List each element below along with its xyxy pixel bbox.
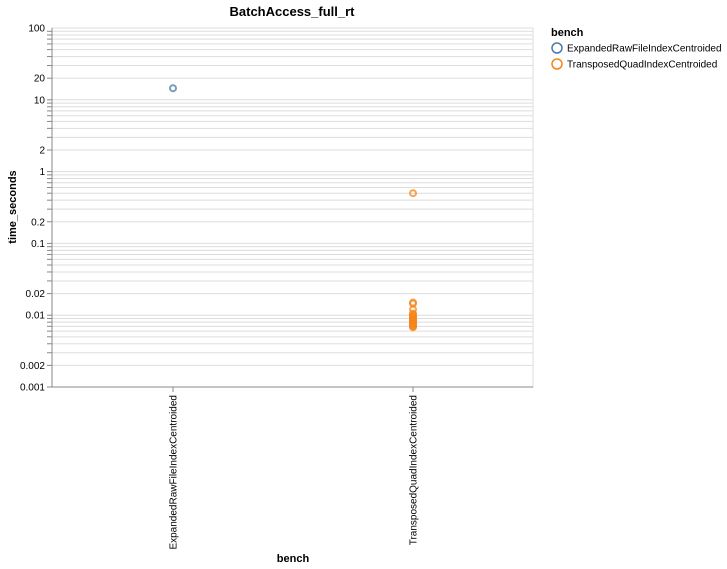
legend-symbol xyxy=(551,42,563,54)
y-tick-label: 0.01 xyxy=(26,311,46,322)
y-tick-label: 10 xyxy=(34,95,46,106)
y-tick-label: 100 xyxy=(28,24,45,35)
data-point xyxy=(409,189,417,198)
x-axis: ExpandedRawFileIndexCentroided Transposed… xyxy=(52,386,533,550)
chart-title: BatchAccess_full_rt xyxy=(230,4,356,19)
legend-symbol xyxy=(551,58,563,70)
plot-frame xyxy=(51,27,534,388)
x-axis-title: bench xyxy=(277,553,310,565)
legend: bench ExpandedRawFileIndexCentroided Tran… xyxy=(551,27,722,71)
data-points xyxy=(169,84,417,332)
y-tick-label: 2 xyxy=(39,145,45,156)
y-tick-label: 0.002 xyxy=(20,361,45,372)
y-tick-label: 20 xyxy=(34,74,46,85)
y-tick-label: 0.1 xyxy=(31,239,45,250)
gridlines xyxy=(51,27,534,388)
x-tick-label: TransposedQuadIndexCentroided xyxy=(409,395,420,545)
y-axis-title: time_seconds xyxy=(7,170,19,243)
legend-label: TransposedQuadIndexCentroided xyxy=(567,60,717,71)
y-tick-label: 0.02 xyxy=(26,289,46,300)
y-tick-label: 0.001 xyxy=(20,383,45,394)
y-axis: 100 20 10 2 1 0.2 0.1 0.02 0.01 0.002 0.001 xyxy=(20,24,53,394)
y-tick-label: 0.2 xyxy=(31,217,45,228)
legend-title: bench xyxy=(551,27,584,39)
data-point xyxy=(169,84,177,93)
data-point xyxy=(409,323,417,332)
x-tick-label: ExpandedRawFileIndexCentroided xyxy=(169,395,180,550)
y-tick-label: 1 xyxy=(39,167,45,178)
legend-label: ExpandedRawFileIndexCentroided xyxy=(567,44,722,55)
